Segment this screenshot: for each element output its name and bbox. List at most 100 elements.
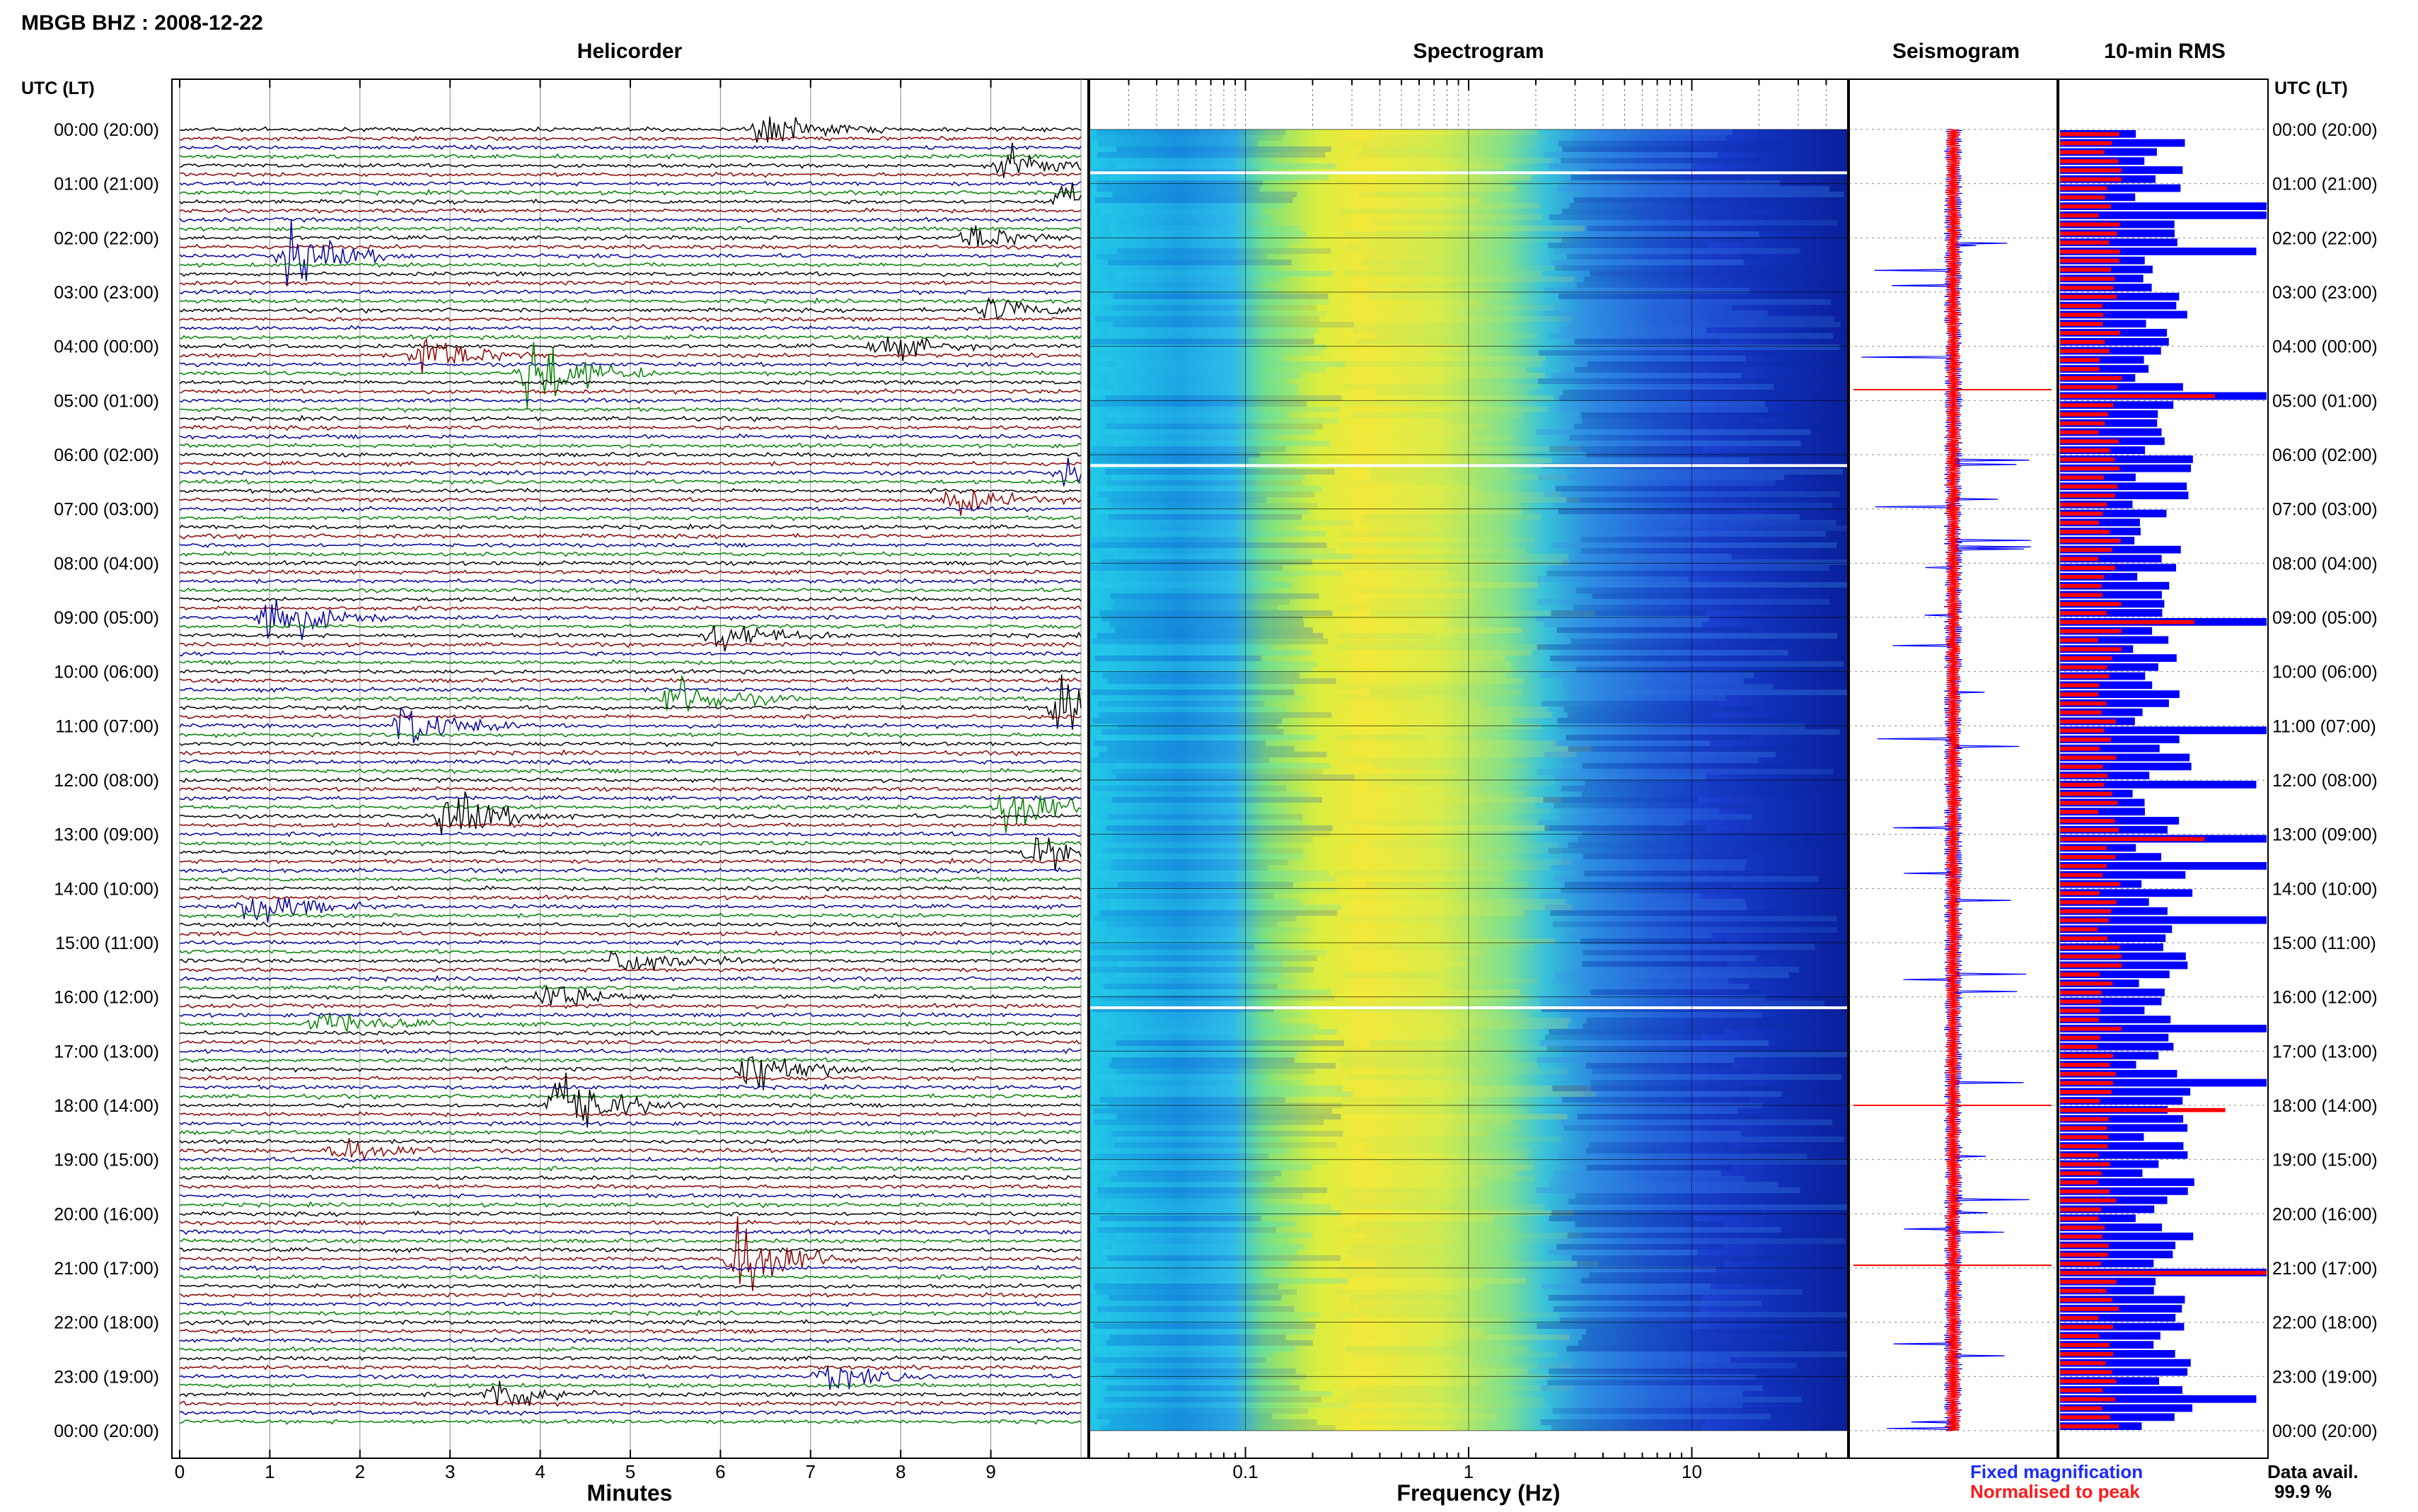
helicorder-trace-line [179,867,1082,874]
spectrogram-streak [1103,288,1276,293]
spectrogram-streak [1096,1289,1297,1295]
helicorder-trace-line [179,1030,1082,1037]
spectrogram-streak [1567,712,1713,718]
spectrogram-streak [1351,859,1572,865]
hour-label-left: 00:00 (20:00) [54,1421,159,1441]
spectrogram-streak [1580,412,1832,418]
spectrogram-streak [1106,265,1279,271]
spectrogram-streak [1573,197,1793,203]
spectrogram-streak [1101,1374,1306,1380]
spectrogram-streak [1114,972,1283,978]
spectrogram-streak [1551,542,1837,548]
rms-fixed-bar [2060,1042,2174,1051]
spectrogram-streak [1355,152,1460,158]
spectrogram-streak [1554,972,1789,978]
rms-normalised-bar [2060,737,2112,742]
rms-normalised-bar [2060,448,2110,453]
frequency-tick-label: 0.1 [1232,1461,1258,1482]
spectrogram-streak [1363,1148,1531,1153]
spectrogram-streak [1589,1142,1735,1148]
spectrogram-streak [1101,282,1268,288]
spectrogram-streak [1584,871,1877,876]
spectrogram-streak [1367,214,1543,220]
helicorder-trace-line [179,659,1082,666]
spectrogram-streak [1370,690,1522,695]
spectrogram-streak [1348,1210,1575,1216]
rms-fixed-bar [2060,1124,2188,1132]
spectrogram-streak [1113,1301,1278,1306]
rms-normalised-bar [2060,339,2105,344]
helicorder-trace-line [179,116,1082,143]
spectrogram-streak [1102,673,1300,678]
spectrogram-streak [1344,893,1440,899]
legend-normalised-to-peak: Normalised to peak [1970,1481,2140,1502]
rms-normalised-bar [2060,1306,2119,1311]
spectrogram-streak [1561,814,1752,820]
spectrogram-streak [1344,639,1492,644]
spectrogram-streak [1576,667,1836,673]
rms-fixed-bar [2060,293,2180,301]
rms-fixed-bar [2060,320,2146,328]
spectrogram-streak [1115,627,1313,633]
spectrogram-streak [1558,723,1805,729]
spectrogram-streak [1109,1334,1286,1340]
spectrogram-streak [1587,361,1873,367]
rms-normalised-bar [2060,195,2105,200]
spectrogram-streak [1570,175,1746,180]
spectrogram-streak [1108,814,1303,820]
rms-fixed-bar [2060,509,2167,518]
spectrogram-streak [1092,1148,1291,1153]
helicorder-trace-line [179,1238,1082,1244]
rms-normalised-bar [2060,827,2119,832]
spectrogram-streak [1347,927,1480,933]
spectrogram-streak [1549,214,1808,220]
spectrogram-streak [1562,390,1827,395]
rms-fixed-bar [2060,934,2166,942]
spectrogram-streak [1562,757,1759,763]
rms-fixed-bar [2060,229,2175,238]
helicorder-trace-line [179,1216,1082,1291]
spectrogram-streak [1089,339,1314,344]
spectrogram-streak [1563,684,1774,690]
spectrogram-streak [1110,899,1301,905]
helicorder-trace-line [179,1337,1082,1344]
spectrogram-streak [1356,967,1445,972]
helicorder-trace-line [180,758,1082,766]
helicorder-trace-line [179,686,1082,694]
rms-normalised-bar [2060,674,2110,679]
hour-label-right: 10:00 (06:00) [2272,663,2378,682]
helicorder-trace-line [179,180,1082,187]
hour-label-right: 01:00 (21:00) [2272,175,2378,194]
helicorder-trace-line [179,1355,1082,1362]
spectrogram-streak [1094,1346,1295,1351]
spectrogram-streak [1590,1289,1803,1295]
helicorder-trace-line [179,1328,1082,1334]
rms-normalised-bar [2060,945,2120,950]
rms-normalised-bar [2060,502,2107,507]
hour-label-left: 11:00 (07:00) [55,716,159,736]
spectrogram-streak [1367,780,1555,786]
minute-tick-label: 8 [896,1461,906,1482]
rms-normalised-bar [2060,547,2112,552]
rms-normalised-bar [2060,186,2107,191]
spectrogram-streak [1336,1125,1522,1131]
rms-normalised-bar [2060,1415,2110,1420]
hour-label-left: 22:00 (18:00) [54,1313,159,1333]
spectrogram-streak [1103,984,1278,989]
helicorder-trace-line [179,337,1082,374]
spectrogram-streak [1368,203,1541,209]
spectrogram-streak [1537,1323,1691,1329]
spectrogram-streak [1339,633,1435,639]
helicorder-trace-line [179,135,1082,142]
rms-normalised-bar [2060,475,2104,480]
hour-label-left: 10:00 (06:00) [54,663,159,682]
spectrogram-streak [1335,378,1450,384]
spectrogram-streak [1372,842,1558,848]
spectrogram-streak [1101,989,1331,995]
spectrogram-streak [1093,1108,1332,1114]
rms-fixed-bar [2060,1078,2267,1087]
spectrogram-streak [1101,1250,1297,1255]
spectrogram-streak [1356,740,1558,746]
rms-fixed-bar [2060,744,2160,752]
spectrogram-streak [1590,989,1759,995]
